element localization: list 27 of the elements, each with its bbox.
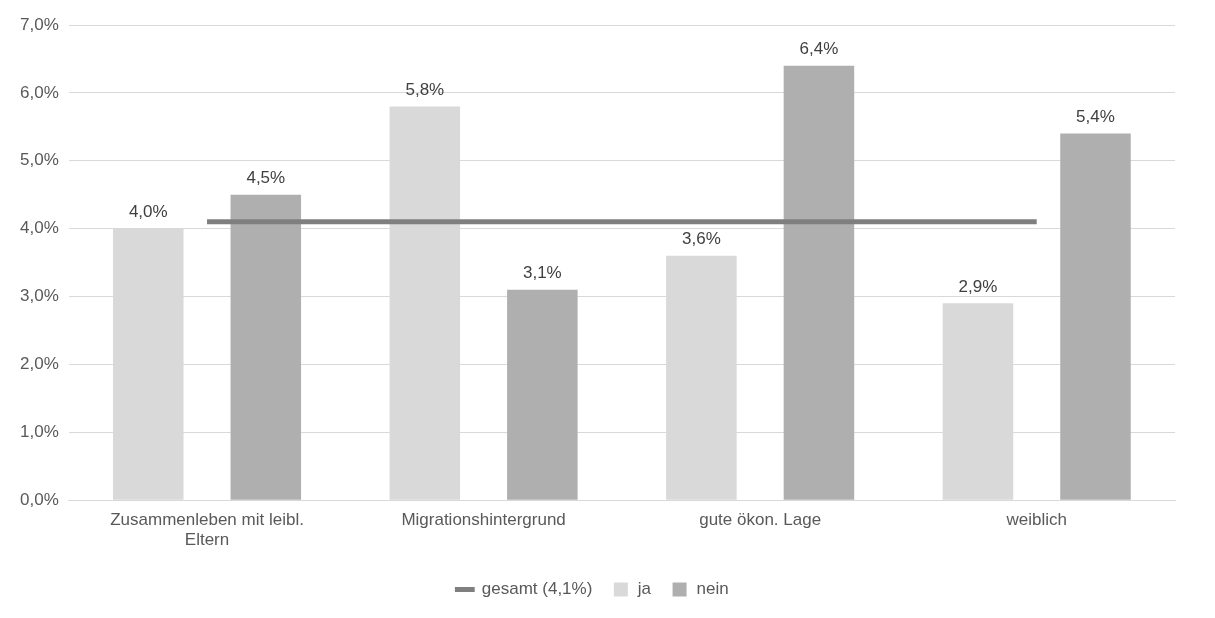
x-tick-label: Zusammenleben mit leibl. Eltern [110,510,304,550]
y-tick-label: 0,0% [20,489,59,509]
data-label: 4,0% [128,201,168,221]
y-tick-label: 3,0% [20,286,59,306]
y-tick-label: 5,0% [20,150,59,170]
y-tick-label: 4,0% [20,218,59,238]
legend-label: nein [696,579,729,599]
legend-label: gesamt (4,1%) [481,579,593,599]
data-label: 5,8% [405,79,445,99]
data-label: 2,9% [958,276,998,296]
data-label: 3,1% [522,262,562,282]
y-tick-label: 1,0% [20,422,59,441]
data-label: 6,4% [799,38,839,58]
legend-label: ja [636,579,652,599]
y-tick-label: 7,0% [20,14,59,34]
data-label: 3,6% [682,229,721,248]
x-tick-label: weiblich [1005,510,1067,530]
data-label: 4,5% [246,167,286,187]
y-tick-label: 6,0% [20,82,59,102]
bar [1060,133,1131,500]
bar [783,65,855,500]
x-tick-label: gute ökon. Lage [699,510,822,530]
y-tick-label: 2,0% [20,354,59,374]
x-tick-label: Migrationshintergrund [401,510,566,530]
bar [507,289,578,500]
bar [230,194,302,500]
data-label: 5,4% [1076,106,1115,126]
